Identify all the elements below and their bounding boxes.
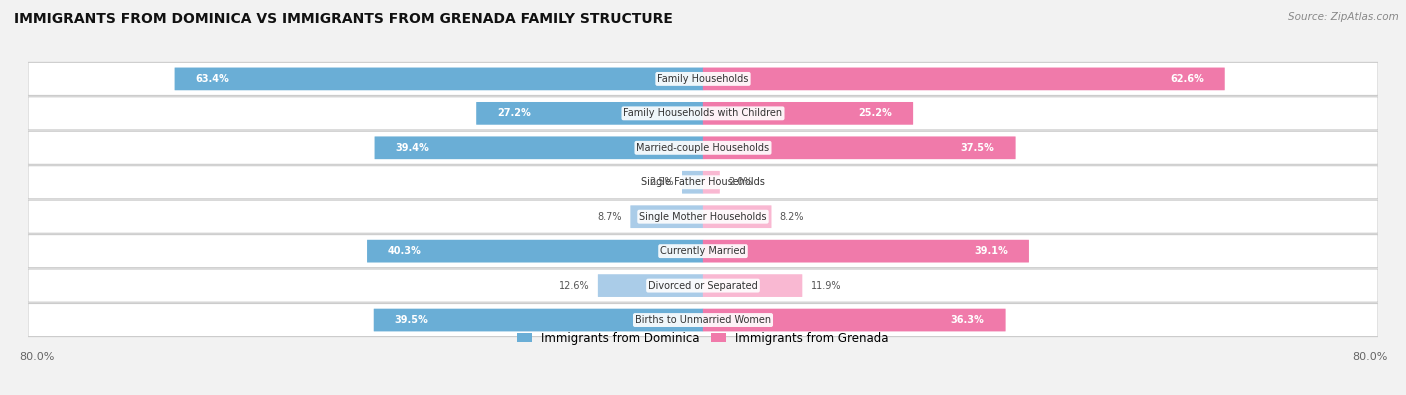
FancyBboxPatch shape xyxy=(703,240,1029,263)
FancyBboxPatch shape xyxy=(374,136,703,159)
FancyBboxPatch shape xyxy=(28,235,1378,268)
Text: Family Households with Children: Family Households with Children xyxy=(623,108,783,118)
Text: 2.5%: 2.5% xyxy=(650,177,673,187)
FancyBboxPatch shape xyxy=(703,171,720,194)
FancyBboxPatch shape xyxy=(28,166,1378,199)
FancyBboxPatch shape xyxy=(703,68,1225,90)
Text: Divorced or Separated: Divorced or Separated xyxy=(648,280,758,291)
Text: 8.2%: 8.2% xyxy=(780,212,804,222)
FancyBboxPatch shape xyxy=(28,200,1378,233)
FancyBboxPatch shape xyxy=(28,303,1378,337)
Text: 39.4%: 39.4% xyxy=(395,143,429,153)
FancyBboxPatch shape xyxy=(28,131,1378,164)
FancyBboxPatch shape xyxy=(682,171,703,194)
Text: 8.7%: 8.7% xyxy=(598,212,623,222)
FancyBboxPatch shape xyxy=(703,274,803,297)
Text: Family Households: Family Households xyxy=(658,74,748,84)
Text: 62.6%: 62.6% xyxy=(1170,74,1204,84)
FancyBboxPatch shape xyxy=(630,205,703,228)
Text: 40.3%: 40.3% xyxy=(388,246,422,256)
Text: 12.6%: 12.6% xyxy=(560,280,589,291)
FancyBboxPatch shape xyxy=(703,308,1005,331)
FancyBboxPatch shape xyxy=(703,205,772,228)
Text: 27.2%: 27.2% xyxy=(498,108,531,118)
Text: 2.0%: 2.0% xyxy=(728,177,752,187)
FancyBboxPatch shape xyxy=(374,308,703,331)
FancyBboxPatch shape xyxy=(367,240,703,263)
Text: 39.5%: 39.5% xyxy=(395,315,429,325)
FancyBboxPatch shape xyxy=(28,269,1378,302)
Text: Single Mother Households: Single Mother Households xyxy=(640,212,766,222)
Text: Births to Unmarried Women: Births to Unmarried Women xyxy=(636,315,770,325)
FancyBboxPatch shape xyxy=(174,68,703,90)
Text: Married-couple Households: Married-couple Households xyxy=(637,143,769,153)
FancyBboxPatch shape xyxy=(28,97,1378,130)
Text: 39.1%: 39.1% xyxy=(974,246,1008,256)
Text: IMMIGRANTS FROM DOMINICA VS IMMIGRANTS FROM GRENADA FAMILY STRUCTURE: IMMIGRANTS FROM DOMINICA VS IMMIGRANTS F… xyxy=(14,12,673,26)
Text: 36.3%: 36.3% xyxy=(950,315,984,325)
Text: 11.9%: 11.9% xyxy=(810,280,841,291)
FancyBboxPatch shape xyxy=(703,102,912,125)
Text: Single Father Households: Single Father Households xyxy=(641,177,765,187)
FancyBboxPatch shape xyxy=(28,62,1378,96)
Text: Source: ZipAtlas.com: Source: ZipAtlas.com xyxy=(1288,12,1399,22)
FancyBboxPatch shape xyxy=(598,274,703,297)
FancyBboxPatch shape xyxy=(477,102,703,125)
FancyBboxPatch shape xyxy=(703,136,1015,159)
Text: Currently Married: Currently Married xyxy=(661,246,745,256)
Text: 37.5%: 37.5% xyxy=(960,143,994,153)
Text: 63.4%: 63.4% xyxy=(195,74,229,84)
Legend: Immigrants from Dominica, Immigrants from Grenada: Immigrants from Dominica, Immigrants fro… xyxy=(517,332,889,345)
Text: 25.2%: 25.2% xyxy=(859,108,893,118)
